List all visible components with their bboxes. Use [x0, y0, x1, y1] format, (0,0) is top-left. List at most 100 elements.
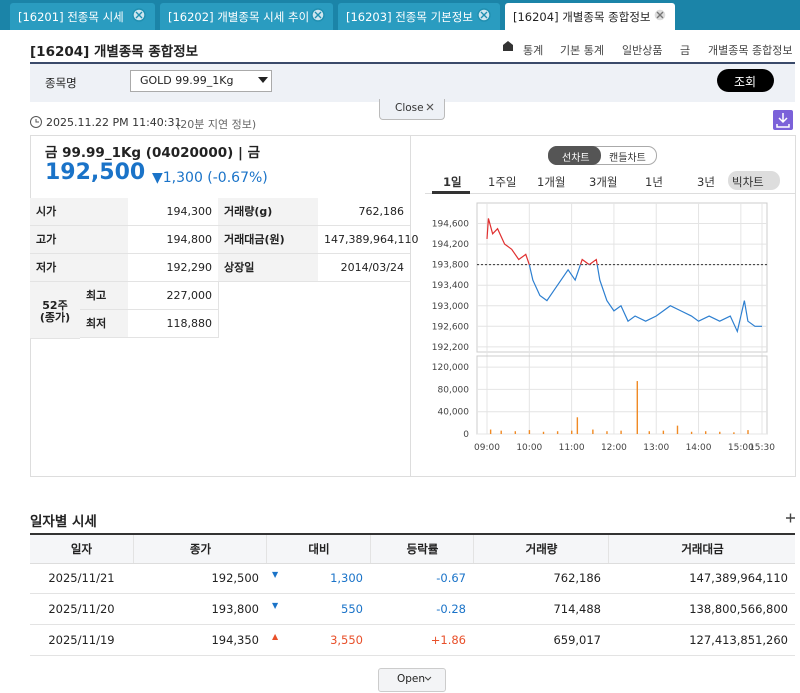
y-tick-label: 193,000 [432, 302, 469, 312]
tab[interactable] [338, 3, 500, 30]
table-row [30, 594, 795, 625]
chart-panel [410, 135, 796, 477]
table-cell: ▲ [272, 632, 279, 641]
period-tab[interactable]: 1일 [443, 175, 462, 189]
open-label[interactable]: Open [397, 673, 426, 685]
breadcrumb-item[interactable]: 기본 통계 [560, 44, 604, 57]
volume-bar [719, 431, 721, 434]
table-row [30, 625, 795, 656]
search-button-label[interactable]: 조회 [734, 75, 757, 89]
table-cell: 193,800 [211, 602, 259, 616]
y-tick-label: 194,200 [432, 240, 469, 250]
y-tick-label: 0 [463, 430, 469, 440]
quote-change: ▼1,300 (-0.67%) [152, 170, 268, 186]
volume-bar [690, 431, 693, 434]
y-tick-label: 192,200 [432, 343, 469, 353]
summary-value: 2014/03/24 [318, 254, 410, 282]
table-cell: -0.28 [436, 602, 466, 616]
table-cell: 2025/11/19 [48, 633, 115, 647]
select-box[interactable] [130, 70, 272, 92]
tab-label[interactable]: [16204] 개별종목 종합정보 [513, 10, 651, 24]
breadcrumb-item[interactable]: 금 [680, 44, 691, 57]
y-tick-label: 193,400 [432, 281, 469, 291]
summary-label: 거래대금(원) [218, 226, 318, 254]
toggle-option[interactable]: 선차트 [562, 153, 590, 164]
table-cell: 127,413,851,260 [689, 633, 788, 647]
tab[interactable] [505, 3, 675, 30]
tab-label[interactable]: [16203] 전종목 기본정보 [346, 10, 473, 24]
x-tick-label: 15:30 [749, 443, 775, 453]
y-tick-label: 80,000 [438, 385, 470, 395]
price-line [528, 264, 762, 334]
summary-label: 시가 [30, 198, 128, 226]
breadcrumb-item[interactable]: 통계 [523, 44, 544, 57]
volume-bar [620, 430, 622, 434]
timestamp: 2025.11.22 PM 11:40:31 [46, 116, 182, 129]
week52-sublabel: 최저 [80, 310, 128, 338]
daily-title: 일자별 시세 [30, 514, 97, 530]
week52-sublabel: 최고 [80, 282, 128, 310]
close-label[interactable]: Close [395, 102, 424, 114]
table-cell: 2025/11/21 [48, 571, 115, 585]
tab-label[interactable]: [16201] 전종목 시세 [18, 10, 124, 24]
summary-value: 194,300 [128, 198, 218, 226]
y-tick-label: 193,800 [432, 261, 469, 271]
table-head [30, 533, 795, 564]
volume-bar [542, 431, 545, 434]
week52-cell [30, 282, 80, 339]
period-tab[interactable]: 1년 [645, 175, 663, 189]
x-tick-label: 12:00 [601, 443, 627, 453]
x-tick-label: 10:00 [516, 443, 542, 453]
volume-bar [576, 417, 579, 434]
period-tab[interactable]: 빅차트 [732, 175, 764, 189]
breadcrumb-item[interactable]: 일반상품 [622, 44, 663, 57]
table-cell: ▼ [272, 570, 279, 579]
breadcrumb-item[interactable]: 개별종목 종합정보 [708, 44, 793, 57]
summary-label: 저가 [30, 254, 128, 282]
x-tick-label: 09:00 [474, 443, 500, 453]
bigchart-pill[interactable] [728, 171, 780, 190]
x-tick-label: 13:00 [643, 443, 669, 453]
table-row [30, 563, 795, 594]
toggle-option[interactable]: 캔들차트 [609, 153, 646, 164]
toggle-active[interactable] [548, 146, 601, 165]
table-cell: 550 [341, 602, 363, 616]
period-tab[interactable]: 3년 [697, 175, 715, 189]
summary-label: 거래량(g) [218, 198, 318, 226]
volume-bar [648, 431, 650, 434]
week52-value: 118,880 [128, 310, 219, 338]
volume-bar [606, 431, 608, 434]
tab[interactable] [160, 3, 333, 30]
week52-label: 52주 [42, 299, 68, 312]
search-label: 종목명 [45, 76, 77, 90]
open-button[interactable] [378, 668, 446, 692]
table-cell: 192,500 [211, 571, 259, 585]
period-tab[interactable]: 3개월 [589, 175, 618, 189]
table-cell: 762,186 [553, 571, 601, 585]
quote-price: 192,500 [45, 160, 146, 185]
table-cell: 659,017 [553, 633, 601, 647]
period-tab[interactable]: 1주일 [488, 175, 517, 189]
summary-value: 192,290 [128, 254, 218, 282]
tab-label[interactable]: [16202] 개별종목 시세 추이 [168, 10, 310, 24]
table-cell: 194,350 [211, 633, 259, 647]
column-header: 거래량 [473, 535, 609, 563]
search-button[interactable] [717, 69, 774, 92]
volume-bar [662, 430, 665, 434]
volume-bar [733, 432, 735, 434]
table-cell: 138,800,566,800 [689, 602, 788, 616]
summary-value: 147,389,964,110 [318, 226, 418, 254]
summary-label: 상장일 [218, 254, 318, 282]
x-tick-label: 11:00 [559, 443, 585, 453]
tab[interactable] [10, 3, 155, 30]
quote-name: 금 99.99_1Kg (04020000) | 금 [45, 145, 261, 161]
column-header: 종가 [133, 535, 267, 563]
summary-value: 762,186 [318, 198, 410, 226]
volume-bar [676, 425, 679, 434]
column-header: 일자 [70, 542, 93, 556]
period-tab[interactable]: 1개월 [537, 175, 566, 189]
delay-note: (20분 지연 정보) [176, 118, 257, 131]
volume-bar [704, 431, 707, 434]
volume-bar [556, 431, 559, 434]
